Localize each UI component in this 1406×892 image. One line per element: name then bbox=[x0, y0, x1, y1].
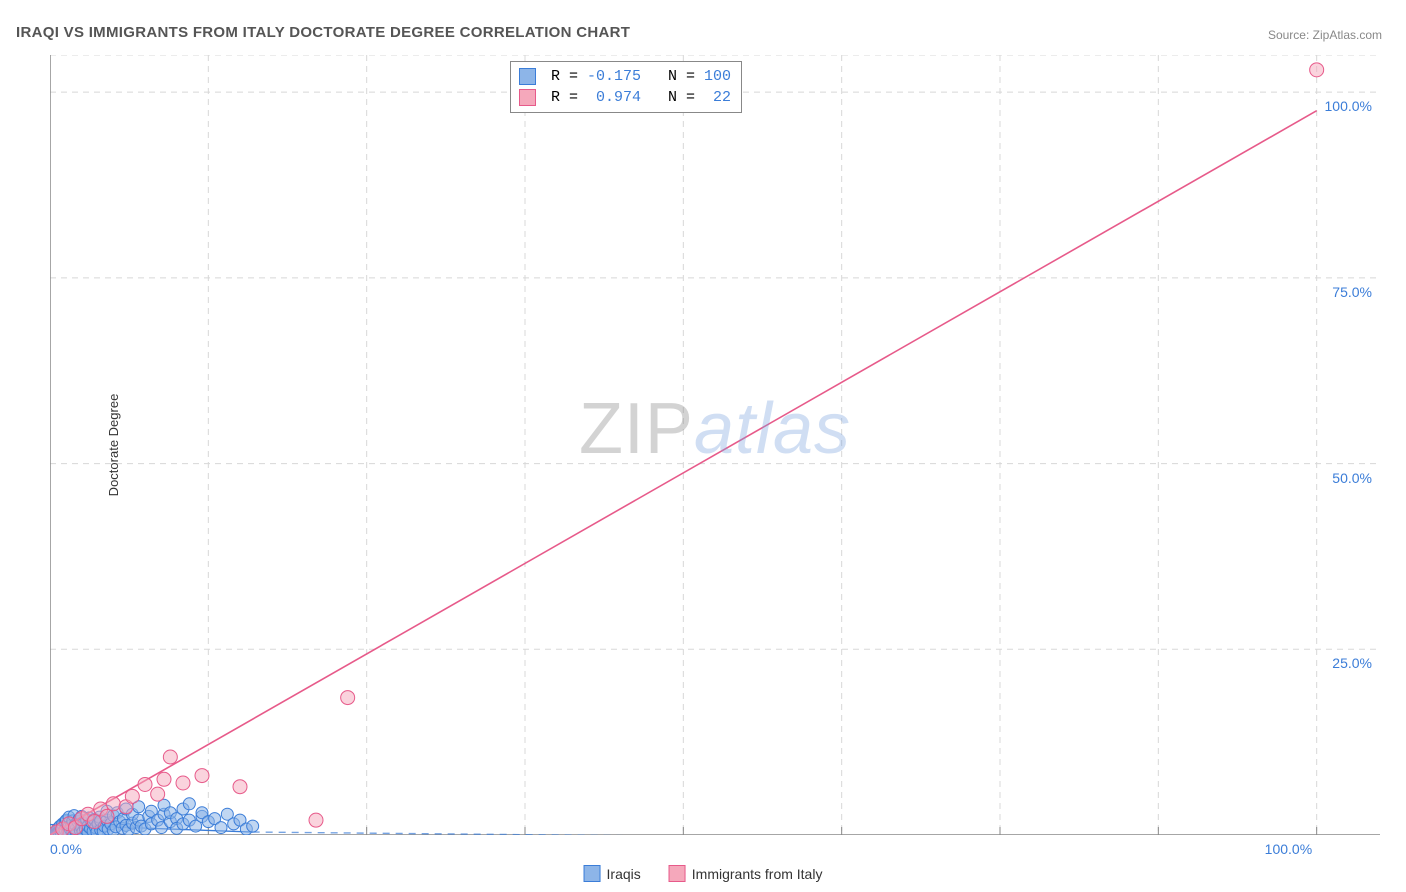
y-tick-label: 100.0% bbox=[1325, 98, 1372, 114]
y-tick-label: 50.0% bbox=[1332, 470, 1372, 486]
bottom-legend: Iraqis Immigrants from Italy bbox=[584, 865, 823, 882]
x-tick-label: 100.0% bbox=[1265, 841, 1312, 857]
y-axis-label: Doctorate Degree bbox=[106, 394, 121, 497]
plot-area: Doctorate Degree ZIPatlas R = -0.175 N =… bbox=[50, 55, 1380, 835]
chart-source: Source: ZipAtlas.com bbox=[1268, 28, 1382, 42]
stats-legend: R = -0.175 N = 100 R = 0.974 N = 22 bbox=[510, 61, 742, 113]
bottom-legend-item: Immigrants from Italy bbox=[669, 865, 823, 882]
y-tick-label: 75.0% bbox=[1332, 284, 1372, 300]
stats-legend-row: R = -0.175 N = 100 bbox=[519, 66, 731, 87]
stats-legend-row: R = 0.974 N = 22 bbox=[519, 87, 731, 108]
legend-label: Iraqis bbox=[607, 866, 641, 882]
legend-swatch bbox=[584, 865, 601, 882]
y-tick-label: 25.0% bbox=[1332, 655, 1372, 671]
bottom-legend-item: Iraqis bbox=[584, 865, 641, 882]
legend-swatch bbox=[519, 89, 536, 106]
chart-title: IRAQI VS IMMIGRANTS FROM ITALY DOCTORATE… bbox=[16, 24, 630, 41]
legend-label: Immigrants from Italy bbox=[692, 866, 823, 882]
legend-swatch bbox=[519, 68, 536, 85]
x-tick-label: 0.0% bbox=[50, 841, 82, 857]
legend-swatch bbox=[669, 865, 686, 882]
chart-svg bbox=[50, 55, 1380, 835]
